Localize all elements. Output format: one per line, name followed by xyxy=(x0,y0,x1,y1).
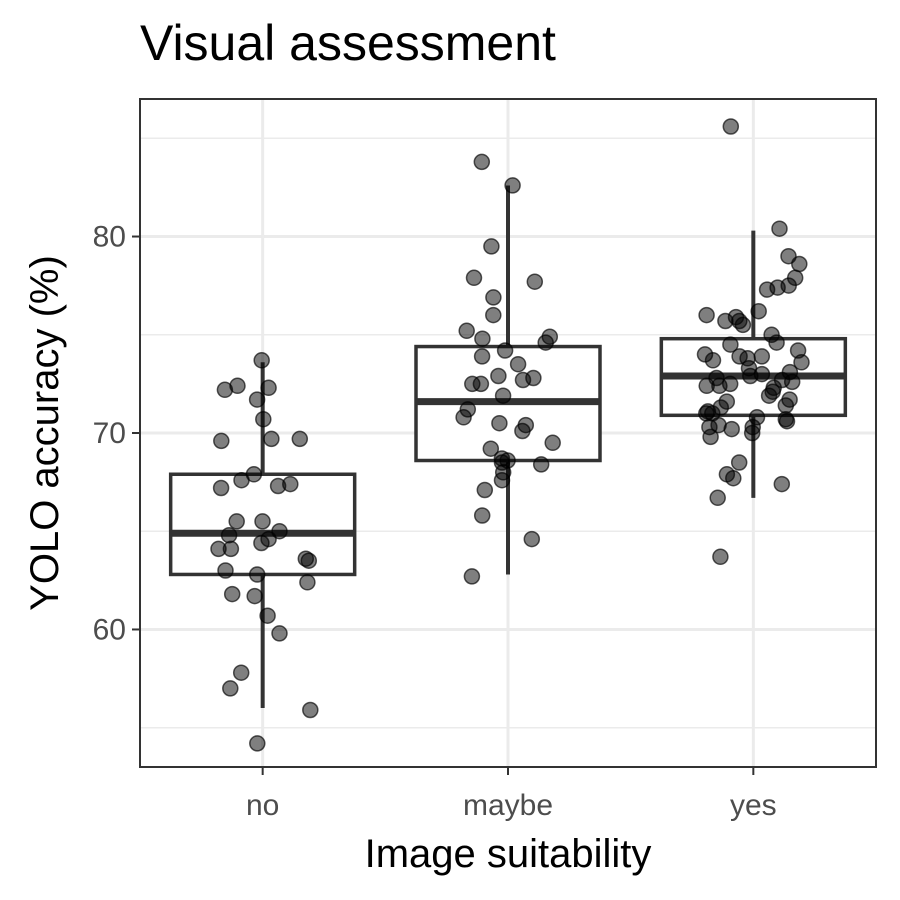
data-point-no xyxy=(259,607,276,624)
data-point-yes xyxy=(768,334,785,351)
data-point-no xyxy=(255,410,272,428)
data-point-maybe xyxy=(473,348,491,365)
data-point-maybe xyxy=(465,269,483,287)
x-tick-label: yes xyxy=(730,789,777,822)
data-point-maybe xyxy=(490,367,507,385)
data-point-maybe xyxy=(485,306,502,324)
data-point-no xyxy=(269,477,287,495)
data-point-no xyxy=(260,379,277,397)
data-point-yes xyxy=(698,405,715,422)
data-point-yes xyxy=(725,469,742,487)
data-point-maybe xyxy=(493,471,511,489)
data-point-yes xyxy=(750,302,767,320)
points-layer xyxy=(210,118,810,752)
data-point-maybe xyxy=(476,481,494,499)
data-point-no xyxy=(248,391,266,408)
data-point-yes xyxy=(712,548,729,566)
data-point-maybe xyxy=(523,530,541,548)
data-point-maybe xyxy=(504,177,521,194)
box-maybe xyxy=(414,185,602,575)
data-point-maybe xyxy=(473,507,491,524)
data-point-yes xyxy=(791,255,808,273)
data-point-maybe xyxy=(473,153,491,171)
data-point-no xyxy=(222,680,239,697)
data-point-maybe xyxy=(482,440,500,457)
data-point-no xyxy=(246,587,263,605)
data-point-maybe xyxy=(526,273,544,290)
data-point-no xyxy=(233,471,250,489)
data-point-yes xyxy=(743,424,761,442)
data-point-maybe xyxy=(532,456,550,473)
data-point-no xyxy=(271,625,288,642)
data-point-no xyxy=(223,585,241,603)
data-point-maybe xyxy=(491,414,508,432)
data-point-yes xyxy=(704,352,722,369)
data-point-maybe xyxy=(458,322,475,340)
x-tick-label: no xyxy=(246,789,279,822)
data-point-no xyxy=(302,701,319,719)
data-point-yes xyxy=(734,316,752,334)
data-point-yes xyxy=(760,387,778,404)
data-point-maybe xyxy=(537,334,554,351)
data-point-yes xyxy=(711,377,728,395)
y-tick-label: 80 xyxy=(93,221,126,254)
data-point-no xyxy=(271,522,288,540)
data-point-maybe xyxy=(496,342,514,359)
data-point-no xyxy=(263,430,280,448)
data-point-maybe xyxy=(483,238,500,255)
data-point-no xyxy=(253,352,270,369)
data-point-no xyxy=(300,552,318,569)
data-point-maybe xyxy=(463,568,481,585)
data-point-maybe xyxy=(455,409,472,426)
data-point-yes xyxy=(722,118,740,135)
data-point-no xyxy=(299,574,316,591)
data-point-yes xyxy=(778,412,796,430)
axis-ticks: 60 70 80 no maybe yes xyxy=(93,221,777,822)
data-point-yes xyxy=(730,454,748,471)
y-axis-title: YOLO accuracy (%) xyxy=(23,255,67,611)
data-point-yes xyxy=(773,475,791,493)
data-point-maybe xyxy=(514,422,531,440)
data-point-maybe xyxy=(485,289,502,306)
data-point-maybe xyxy=(514,371,532,389)
data-point-yes xyxy=(771,220,788,237)
data-point-maybe xyxy=(494,387,512,404)
data-point-maybe xyxy=(472,375,490,393)
y-tick-label: 70 xyxy=(93,417,126,450)
data-point-no xyxy=(228,513,245,530)
data-point-no xyxy=(213,432,230,450)
data-point-no xyxy=(212,479,230,497)
chart-title: Visual assessment xyxy=(140,15,556,71)
data-point-no xyxy=(229,377,246,395)
data-point-yes xyxy=(717,312,734,330)
data-point-yes xyxy=(709,489,726,507)
data-point-yes xyxy=(753,348,771,365)
data-point-no xyxy=(248,566,266,583)
y-tick-label: 60 xyxy=(93,613,126,646)
data-point-no xyxy=(249,735,266,752)
data-point-maybe xyxy=(474,330,491,347)
data-point-no xyxy=(291,430,309,448)
data-point-yes xyxy=(742,367,759,385)
data-point-maybe xyxy=(544,434,561,452)
data-point-yes xyxy=(793,354,810,371)
data-point-yes xyxy=(758,281,776,298)
data-point-yes xyxy=(723,420,740,438)
data-point-no xyxy=(254,513,271,530)
data-point-no xyxy=(220,526,238,544)
x-tick-label: maybe xyxy=(463,789,553,822)
data-point-yes xyxy=(777,397,795,414)
data-point-no xyxy=(253,534,270,552)
data-point-yes xyxy=(702,428,719,446)
data-point-maybe xyxy=(509,355,527,373)
x-axis-title: Image suitability xyxy=(365,832,652,876)
data-point-yes xyxy=(722,336,739,353)
data-point-yes xyxy=(783,373,801,391)
data-point-yes xyxy=(698,306,715,324)
data-point-no xyxy=(232,664,250,681)
data-point-no xyxy=(210,540,227,558)
data-point-no xyxy=(217,562,234,579)
